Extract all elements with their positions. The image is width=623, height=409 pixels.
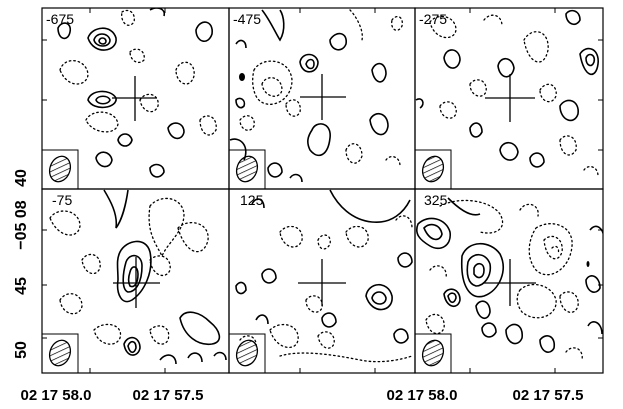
beam-ellipse	[235, 339, 259, 367]
ra-tick-label: 02 17 58.0	[387, 387, 458, 404]
beam-ellipse	[421, 155, 445, 183]
channel-panel-3: -275	[414, 7, 604, 190]
beam-ellipse	[235, 155, 259, 183]
channel-panel-2: -475	[228, 7, 416, 190]
ra-tick-label: 02 17 57.5	[513, 387, 584, 404]
position-cross	[485, 74, 535, 122]
dec-axis: 40 −05 08 45 50	[13, 169, 30, 359]
contours	[57, 8, 217, 178]
dec-tick-label: 45	[13, 277, 30, 295]
ra-axis: 02 17 58.0 02 17 57.5 02 17 58.0 02 17 5…	[21, 387, 584, 404]
ra-tick-label: 02 17 57.5	[133, 387, 204, 404]
beam-ellipse	[421, 339, 445, 367]
contours	[235, 189, 413, 363]
velocity-label: -675	[46, 11, 74, 27]
dec-tick-label: −05 08	[13, 200, 30, 249]
dec-tick-label: 40	[13, 169, 30, 187]
beam-box	[414, 333, 452, 374]
velocity-label: -75	[52, 192, 72, 208]
position-cross	[112, 76, 157, 121]
beam-box	[228, 333, 266, 374]
axis-ticks	[42, 8, 603, 373]
contours	[415, 9, 599, 177]
channel-panel-6: 325	[414, 188, 604, 374]
channel-panel-4: -75	[41, 188, 230, 374]
velocity-label: 125	[240, 192, 264, 208]
ra-tick-label: 02 17 58.0	[21, 387, 92, 404]
velocity-label: -275	[419, 11, 447, 27]
position-cross	[300, 74, 346, 120]
channel-panel-1: -675	[41, 7, 230, 190]
panel-frame	[414, 188, 604, 374]
dec-tick-label: 50	[13, 341, 30, 359]
beam-box	[41, 333, 79, 374]
contours	[415, 197, 603, 361]
channel-panel-5: 125	[228, 188, 416, 374]
beam-ellipse	[48, 155, 72, 183]
position-cross	[484, 259, 536, 306]
contours	[49, 189, 227, 365]
velocity-label: -475	[233, 11, 261, 27]
contours	[229, 9, 403, 183]
beam-ellipse	[48, 339, 72, 367]
position-cross	[113, 257, 160, 308]
velocity-label: 325	[424, 192, 448, 208]
position-cross	[298, 259, 346, 306]
